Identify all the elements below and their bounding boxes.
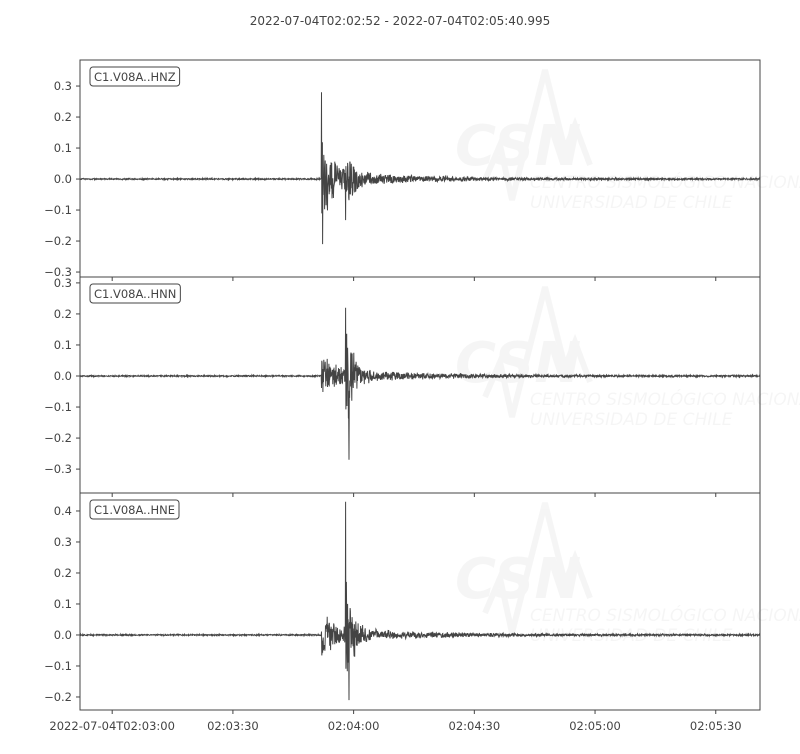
- x-tick-label: 02:05:00: [569, 719, 621, 733]
- y-tick-label: −0.3: [44, 462, 72, 476]
- y-tick-label: −0.3: [44, 265, 72, 279]
- y-tick-label: 0.0: [54, 369, 72, 383]
- trace-label: C1.V08A..HNE: [89, 499, 180, 520]
- trace-label-box: [89, 499, 180, 520]
- y-tick-label: −0.2: [44, 431, 72, 445]
- y-tick-label: 0.0: [54, 628, 72, 642]
- trace-panel: CSNCENTRO SISMOLÓGICO NACIONALUNIVERSIDA…: [44, 59, 800, 281]
- y-tick-label: 0.1: [54, 597, 72, 611]
- y-tick-label: 0.1: [54, 338, 72, 352]
- y-tick-label: −0.1: [44, 203, 72, 217]
- y-tick-label: 0.4: [54, 504, 72, 518]
- waveform-line: [79, 307, 761, 460]
- trace-panel: CSNCENTRO SISMOLÓGICO NACIONALUNIVERSIDA…: [44, 492, 800, 714]
- y-tick-label: −0.1: [44, 400, 72, 414]
- watermark-line2: UNIVERSIDAD DE CHILE: [530, 193, 733, 213]
- trace-label-text: C1.V08A..HNN: [94, 287, 176, 301]
- y-tick-label: 0.3: [54, 535, 72, 549]
- y-tick-label: −0.2: [44, 690, 72, 704]
- trace-panel: CSNCENTRO SISMOLÓGICO NACIONALUNIVERSIDA…: [44, 276, 800, 497]
- trace-label-text: C1.V08A..HNE: [94, 503, 175, 517]
- axes-frame: [79, 492, 761, 711]
- trace-label: C1.V08A..HNZ: [89, 66, 181, 87]
- watermark-line2: UNIVERSIDAD DE CHILE: [530, 410, 733, 430]
- y-tick-label: −0.1: [44, 659, 72, 673]
- x-tick-label: 02:05:30: [690, 719, 742, 733]
- csn-watermark-logo: CSNCENTRO SISMOLÓGICO NACIONALUNIVERSIDA…: [455, 503, 800, 646]
- y-tick-label: 0.2: [54, 307, 72, 321]
- y-tick-label: 0.2: [54, 110, 72, 124]
- y-tick-label: 0.2: [54, 566, 72, 580]
- chart-title: 2022-07-04T02:02:52 - 2022-07-04T02:05:4…: [250, 14, 551, 28]
- y-tick-label: 0.3: [54, 276, 72, 290]
- axes-frame: [79, 276, 761, 494]
- waveform-line: [79, 92, 761, 245]
- x-tick-label: 2022-07-04T02:03:00: [49, 719, 175, 733]
- csn-watermark-logo: CSNCENTRO SISMOLÓGICO NACIONALUNIVERSIDA…: [455, 70, 800, 213]
- trace-label-text: C1.V08A..HNZ: [94, 70, 176, 84]
- x-tick-label: 02:04:00: [328, 719, 380, 733]
- y-tick-label: 0.3: [54, 79, 72, 93]
- trace-label: C1.V08A..HNN: [89, 283, 181, 304]
- y-tick-label: 0.1: [54, 141, 72, 155]
- x-tick-label: 02:04:30: [449, 719, 501, 733]
- y-tick-label: 0.0: [54, 172, 72, 186]
- trace-label-box: [89, 283, 181, 304]
- csn-watermark-logo: CSNCENTRO SISMOLÓGICO NACIONALUNIVERSIDA…: [455, 287, 800, 430]
- waveform-line: [79, 501, 761, 701]
- y-tick-label: −0.2: [44, 234, 72, 248]
- x-tick-label: 02:03:30: [207, 719, 259, 733]
- axes-frame: [79, 59, 761, 278]
- trace-label-box: [89, 66, 181, 87]
